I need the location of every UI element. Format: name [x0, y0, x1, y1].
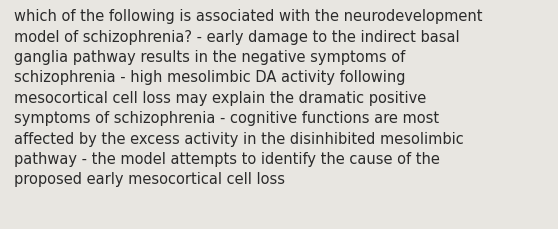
Text: which of the following is associated with the neurodevelopment
model of schizoph: which of the following is associated wit…	[14, 9, 483, 187]
